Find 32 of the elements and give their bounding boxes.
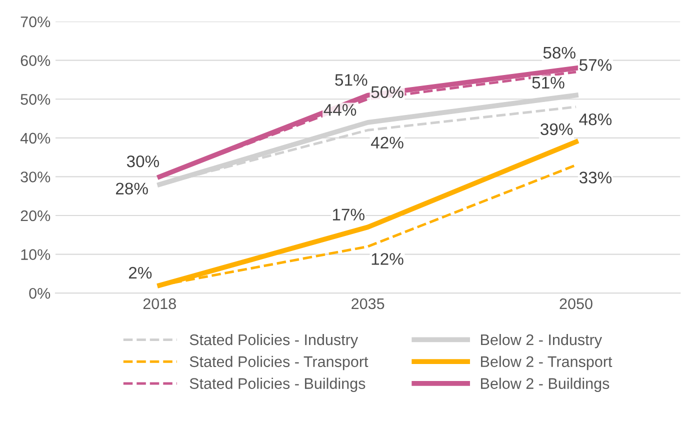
- y-tick-label: 60%: [20, 55, 50, 66]
- data-label: 44%: [324, 104, 356, 116]
- data-label: 51%: [532, 76, 564, 89]
- y-tick-label: 10%: [21, 249, 50, 260]
- y-tick-label: 30%: [20, 172, 50, 182]
- legend-label: Stated Policies - Industry: [190, 334, 358, 348]
- data-label: 17%: [332, 208, 364, 220]
- data-label: 57%: [579, 59, 612, 71]
- data-label: 28%: [116, 182, 148, 194]
- legend-label: Below 2 - Transport: [481, 356, 612, 370]
- data-label: 58%: [543, 46, 576, 59]
- data-label: 12%: [372, 253, 404, 265]
- data-label: 50%: [371, 86, 404, 98]
- data-label: 51%: [335, 74, 368, 86]
- x-tick-label: 2050: [560, 298, 592, 310]
- legend-label: Stated Policies - Transport: [190, 356, 368, 370]
- data-label: 42%: [370, 136, 404, 148]
- y-tick-label: 70%: [20, 16, 50, 28]
- data-label: 48%: [579, 113, 612, 126]
- legend-label: Below 2 - Industry: [481, 334, 602, 348]
- y-tick-label: 20%: [20, 210, 50, 222]
- data-label: 30%: [126, 155, 160, 168]
- legend-label: Stated Policies - Buildings: [190, 378, 366, 392]
- data-label: 2%: [128, 266, 152, 279]
- x-tick-label: 2035: [352, 298, 384, 310]
- data-label: 33%: [579, 172, 612, 184]
- x-tick-label: 2018: [143, 298, 176, 310]
- y-tick-label: 40%: [20, 132, 50, 144]
- y-tick-label: 0%: [29, 288, 50, 299]
- legend-label: Below 2 - Buildings: [481, 378, 610, 392]
- data-label: 39%: [540, 123, 573, 136]
- y-tick-label: 50%: [20, 94, 50, 105]
